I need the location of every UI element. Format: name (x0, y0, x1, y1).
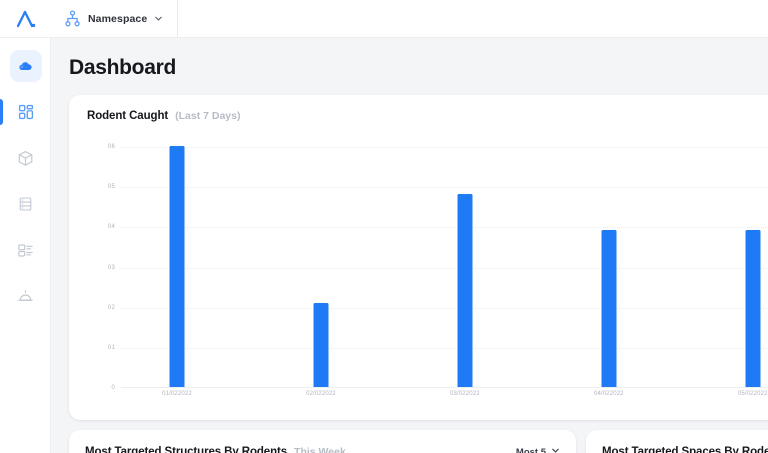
rodent-caught-card: Rodent Caught (Last 7 Days) 06 05 04 03 02 01… (69, 95, 768, 420)
alarm-icon (18, 289, 33, 301)
y-axis-tick-label: 04 (107, 224, 115, 231)
card-header: Most Targeted Structures By Rodents This… (69, 430, 576, 453)
y-axis-tick-label: 05 (107, 184, 115, 191)
card-title: Most Targeted Structures By Rodents (85, 446, 288, 453)
card-title: Rodent Caught (87, 110, 169, 122)
bar[interactable] (601, 230, 617, 387)
x-axis-tick-label: 01/022022 (162, 391, 192, 397)
top-bar: Namespace (0, 0, 768, 38)
chevron-down-icon[interactable] (154, 14, 163, 23)
most-targeted-spaces-card: Most Targeted Spaces By Rodents (586, 430, 768, 453)
y-axis-tick-label: 01 (107, 344, 115, 351)
sidebar-item-layouts[interactable] (0, 234, 51, 266)
sidebar-item-cloud[interactable] (0, 50, 51, 82)
dropdown-label: Most 5 (515, 446, 546, 453)
layout-icon (18, 243, 33, 257)
card-header: Most Targeted Spaces By Rodents (586, 430, 768, 453)
sidebar (0, 38, 51, 453)
brand-logo[interactable] (0, 0, 52, 38)
namespace-label: Namespace (88, 12, 148, 25)
grid-line (121, 227, 768, 229)
x-axis-tick-label: 03/022022 (450, 391, 480, 397)
y-axis-tick-label: 03 (107, 264, 115, 271)
page-title: Dashboard (69, 56, 176, 79)
most-5-dropdown[interactable]: Most 5 (516, 446, 560, 453)
card-title: Most Targeted Spaces By Rodents (602, 446, 768, 453)
grid-line (121, 347, 768, 349)
bar[interactable] (457, 194, 473, 387)
card-subtitle: (Last 7 Days) (175, 110, 241, 122)
bar[interactable] (169, 146, 185, 387)
y-axis-tick-label: 0 (111, 385, 115, 391)
cube-icon (18, 150, 33, 166)
card-subtitle: This Week (294, 446, 346, 453)
bar[interactable] (745, 230, 761, 387)
x-axis-tick-label: 05/022022 (737, 391, 768, 397)
bar[interactable] (313, 302, 329, 387)
sidebar-item-packages[interactable] (0, 142, 51, 174)
x-axis-line (121, 387, 768, 388)
x-axis-tick-label: 02/022022 (306, 391, 336, 397)
server-icon (19, 197, 32, 211)
sidebar-item-servers[interactable] (0, 188, 51, 220)
y-axis-tick-label: 06 (107, 144, 115, 151)
y-axis: 06 05 04 03 02 01 0 (69, 133, 121, 391)
grid-line (121, 307, 768, 309)
grid-line (121, 267, 768, 269)
x-axis-tick-label: 04/022022 (593, 391, 624, 397)
sidebar-item-alerts[interactable] (0, 280, 51, 312)
grid-icon (18, 104, 33, 120)
brand-logo-icon (16, 10, 36, 27)
main-content: Dashboard Rodent Caught (Last 7 Days) 06… (51, 38, 768, 453)
hierarchy-icon (65, 10, 80, 27)
namespace-selector[interactable]: Namespace (52, 0, 179, 38)
plot-area: 01/022022 02/022022 03/022022 04/022022 05/0… (121, 133, 768, 397)
cloud-icon (19, 61, 32, 70)
grid-line (121, 147, 768, 149)
grid-line (121, 187, 768, 189)
bar-chart: 06 05 04 03 02 01 0 01/022022 02/022022 03/02202… (69, 133, 768, 420)
card-header: Rodent Caught (Last 7 Days) (69, 95, 768, 122)
chevron-down-icon (551, 446, 560, 453)
sidebar-item-dashboard[interactable] (0, 96, 51, 128)
y-axis-tick-label: 02 (107, 304, 115, 311)
most-targeted-structures-card: Most Targeted Structures By Rodents This… (69, 430, 576, 453)
